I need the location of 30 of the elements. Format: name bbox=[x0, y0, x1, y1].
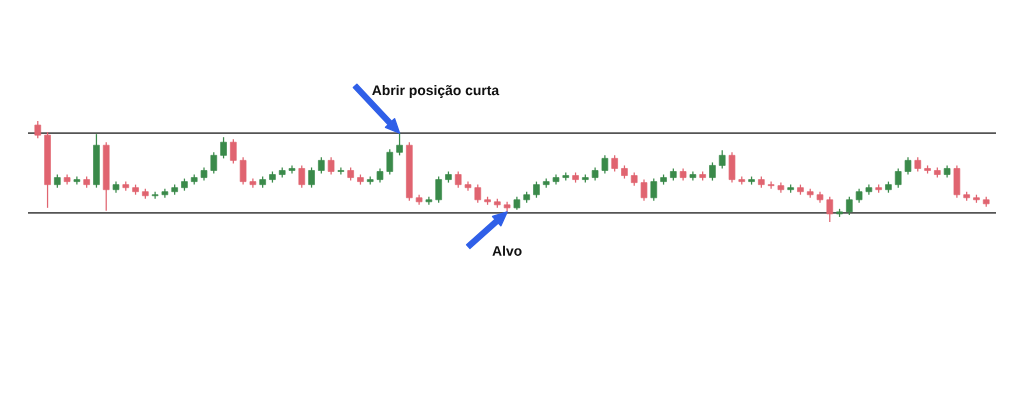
candlestick bbox=[151, 191, 159, 200]
candlestick bbox=[767, 180, 775, 190]
candlestick bbox=[601, 154, 609, 175]
candlestick bbox=[337, 166, 345, 176]
candlestick bbox=[288, 164, 296, 175]
candlestick bbox=[464, 180, 472, 192]
candlestick bbox=[210, 151, 218, 175]
candlestick bbox=[640, 178, 648, 202]
annotation: Alvo bbox=[492, 245, 522, 256]
candlestick bbox=[718, 149, 726, 170]
candlestick bbox=[220, 136, 227, 160]
candlestick bbox=[230, 138, 237, 165]
candlestick bbox=[396, 132, 403, 156]
candlestick bbox=[846, 196, 853, 216]
candlestick bbox=[386, 148, 394, 176]
annotation: Abrir posição curta bbox=[372, 85, 500, 98]
candlestick bbox=[474, 183, 482, 204]
candlestick bbox=[308, 166, 315, 189]
candlestick bbox=[249, 177, 257, 189]
candlestick bbox=[650, 177, 658, 202]
candlestick bbox=[689, 170, 697, 182]
candlestick bbox=[894, 167, 902, 189]
candlestick bbox=[73, 175, 81, 186]
candlestick bbox=[709, 161, 716, 182]
candlestick bbox=[435, 175, 442, 204]
candlestick bbox=[239, 156, 247, 186]
candlestick bbox=[298, 164, 306, 189]
candlestick bbox=[161, 188, 169, 199]
candlestick bbox=[425, 196, 433, 206]
candlestick bbox=[826, 196, 834, 223]
